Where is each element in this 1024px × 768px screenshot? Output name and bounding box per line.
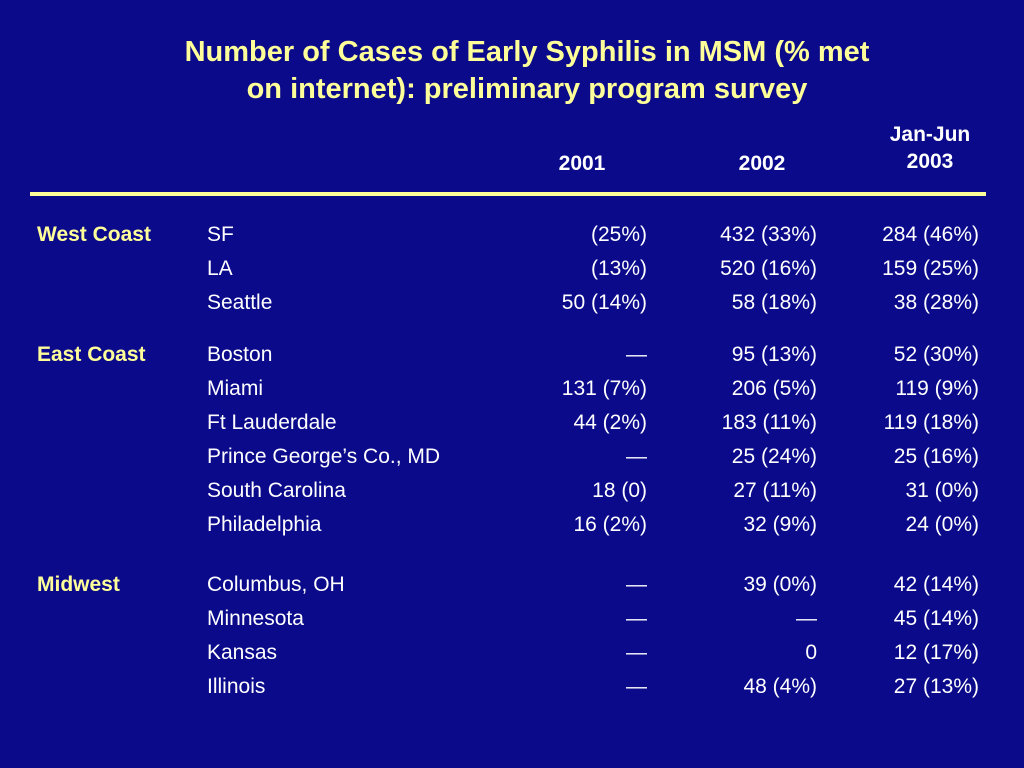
- value-2002: 432 (33%): [720, 223, 817, 246]
- value-2002: 183 (11%): [721, 411, 817, 434]
- site-cell: Prince George’s Co., MD: [207, 445, 441, 468]
- value-2001: (25%): [590, 223, 647, 246]
- value-2001: —: [626, 445, 647, 468]
- table-row: Miami 131 (7%) 206 (5%) 119 (9%): [0, 372, 1024, 406]
- value-2001: 16 (2%): [573, 513, 647, 536]
- table-row: Minnesota — — 45 (14%): [0, 602, 1024, 636]
- value-2003: 12 (17%): [893, 641, 979, 664]
- header-divider: [30, 192, 986, 196]
- value-2002: 27 (11%): [733, 479, 817, 502]
- value-2003: 119 (18%): [883, 411, 979, 434]
- column-header-2003: Jan-Jun 2003: [860, 121, 1000, 175]
- value-2001: 18 (0): [592, 479, 647, 502]
- column-header-2003-line-2: 2003: [906, 150, 954, 173]
- slide-title-line-2: on internet): preliminary program survey: [246, 73, 808, 105]
- site-cell: Kansas: [207, 641, 278, 664]
- site-cell: Illinois: [207, 675, 266, 698]
- site-cell: LA: [207, 257, 233, 280]
- site-cell: Ft Lauderdale: [207, 411, 337, 434]
- value-2002: 25 (24%): [731, 445, 817, 468]
- table-row: Ft Lauderdale 44 (2%) 183 (11%) 119 (18%): [0, 406, 1024, 440]
- table-row: East Coast Boston — 95 (13%) 52 (30%): [0, 338, 1024, 372]
- value-2003: 159 (25%): [882, 257, 979, 280]
- site-cell: Columbus, OH: [207, 573, 345, 596]
- value-2002: —: [796, 607, 817, 630]
- value-2001: —: [626, 607, 647, 630]
- region-label: West Coast: [37, 223, 151, 246]
- value-2001: 131 (7%): [561, 377, 647, 400]
- value-2003: 52 (30%): [893, 343, 979, 366]
- site-cell: Miami: [207, 377, 263, 400]
- slide-title: Number of Cases of Early Syphilis in MSM…: [0, 34, 1024, 108]
- value-2003: 42 (14%): [893, 573, 979, 596]
- table-row: Seattle 50 (14%) 58 (18%) 38 (28%): [0, 286, 1024, 320]
- value-2003: 38 (28%): [893, 291, 979, 314]
- table-row: LA (13%) 520 (16%) 159 (25%): [0, 252, 1024, 286]
- value-2003: 24 (0%): [905, 513, 979, 536]
- value-2003: 31 (0%): [905, 479, 979, 502]
- table-row: Prince George’s Co., MD — 25 (24%) 25 (16%): [0, 440, 1024, 474]
- value-2001: —: [626, 641, 647, 664]
- site-cell: Minnesota: [207, 607, 304, 630]
- value-2002: 0: [805, 641, 817, 664]
- slide-title-line-1: Number of Cases of Early Syphilis in MSM…: [184, 36, 870, 68]
- site-cell: Seattle: [207, 291, 273, 314]
- table-row: West Coast SF (25%) 432 (33%) 284 (46%): [0, 218, 1024, 252]
- site-cell: SF: [207, 223, 234, 246]
- value-2002: 32 (9%): [743, 513, 817, 536]
- value-2002: 520 (16%): [720, 257, 817, 280]
- value-2001: 50 (14%): [561, 291, 647, 314]
- site-cell: South Carolina: [207, 479, 346, 502]
- region-label: East Coast: [37, 343, 146, 366]
- table-row: Midwest Columbus, OH — 39 (0%) 42 (14%): [0, 568, 1024, 602]
- value-2001: —: [626, 573, 647, 596]
- value-2003: 45 (14%): [893, 607, 979, 630]
- table-row: South Carolina 18 (0) 27 (11%) 31 (0%): [0, 474, 1024, 508]
- value-2001: —: [626, 343, 647, 366]
- table-row: Illinois — 48 (4%) 27 (13%): [0, 670, 1024, 704]
- value-2002: 58 (18%): [731, 291, 817, 314]
- value-2001: —: [626, 675, 647, 698]
- value-2003: 27 (13%): [893, 675, 979, 698]
- column-header-2002: 2002: [738, 152, 786, 175]
- column-header-2003-line-1: Jan-Jun: [889, 123, 971, 146]
- table-row: Kansas — 0 12 (17%): [0, 636, 1024, 670]
- value-2003: 25 (16%): [893, 445, 979, 468]
- value-2001: (13%): [590, 257, 647, 280]
- value-2003: 119 (9%): [895, 377, 979, 400]
- region-label: Midwest: [37, 573, 120, 596]
- value-2001: 44 (2%): [573, 411, 647, 434]
- value-2002: 39 (0%): [743, 573, 817, 596]
- site-cell: Boston: [207, 343, 273, 366]
- value-2002: 206 (5%): [731, 377, 817, 400]
- column-header-2001: 2001: [558, 152, 606, 175]
- value-2002: 48 (4%): [743, 675, 817, 698]
- table-row: Philadelphia 16 (2%) 32 (9%) 24 (0%): [0, 508, 1024, 542]
- site-cell: Philadelphia: [207, 513, 322, 536]
- value-2002: 95 (13%): [731, 343, 817, 366]
- value-2003: 284 (46%): [882, 223, 979, 246]
